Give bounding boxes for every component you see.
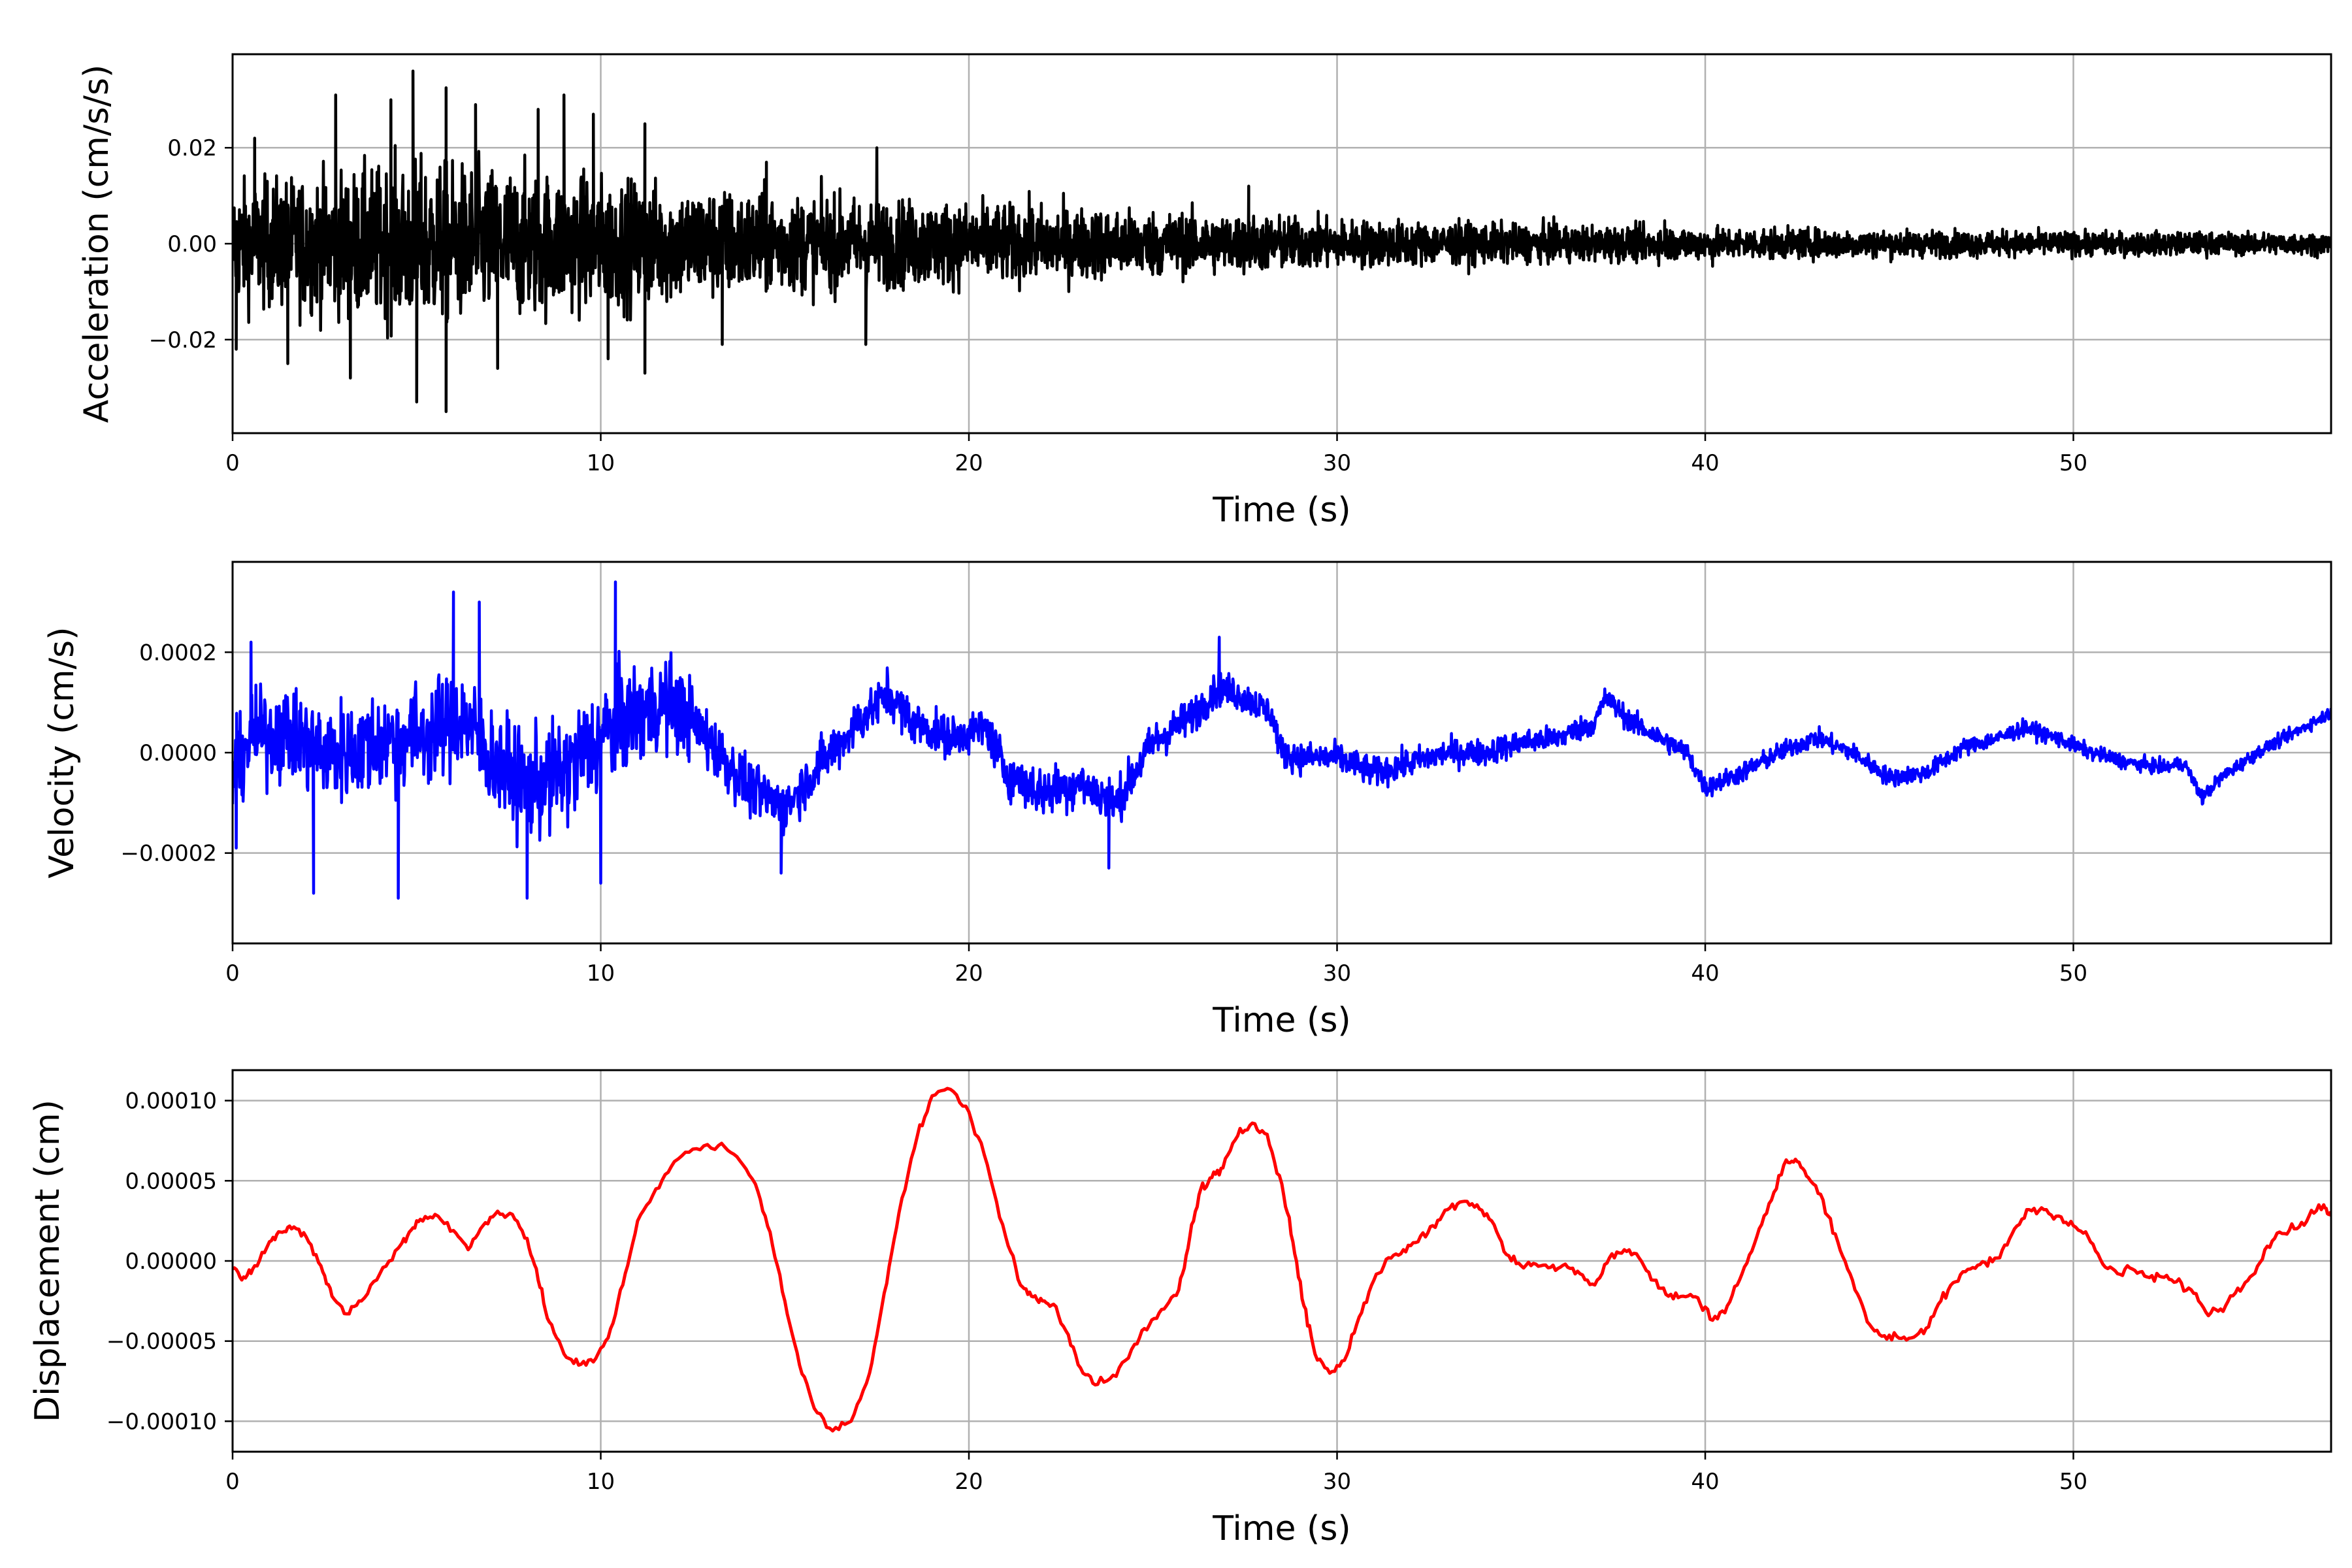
accel-xtick-label-3: 30 bbox=[1323, 450, 1351, 476]
displacement-xtick-label-3: 30 bbox=[1323, 1469, 1351, 1495]
velocity-ytick-label-0: −0.0002 bbox=[121, 841, 217, 867]
accel-ytick-label-0: −0.02 bbox=[149, 327, 217, 353]
displacement-xtick-label-2: 20 bbox=[955, 1469, 983, 1495]
velocity-yaxis-label: Velocity (cm/s) bbox=[42, 627, 82, 879]
accel-series-line bbox=[233, 69, 2331, 414]
velocity-xtick-label-2: 20 bbox=[955, 960, 983, 987]
velocity-xtick-label-4: 40 bbox=[1691, 960, 1719, 987]
velocity-xtick-label-5: 50 bbox=[2059, 960, 2087, 987]
velocity-xaxis-label: Time (s) bbox=[1212, 1001, 1350, 1040]
displacement-ytick-label-1: −0.00005 bbox=[106, 1329, 217, 1355]
displacement-xtick-label-5: 50 bbox=[2059, 1469, 2087, 1495]
velocity-xtick-label-0: 0 bbox=[225, 960, 240, 987]
velocity-xtick-label-3: 30 bbox=[1323, 960, 1351, 987]
velocity-ytick-label-1: 0.0000 bbox=[139, 740, 217, 766]
velocity-ytick-label-2: 0.0002 bbox=[139, 640, 217, 666]
displacement-ytick-label-3: 0.00005 bbox=[125, 1168, 217, 1194]
displacement-xaxis-label: Time (s) bbox=[1212, 1509, 1350, 1548]
displacement-xtick-label-4: 40 bbox=[1691, 1469, 1719, 1495]
acceleration-panel: 0 10 20 30 40 50 −0.02 0.00 0.02 Time (s) Accelera… bbox=[77, 53, 2332, 530]
accel-xtick-label-5: 50 bbox=[2059, 450, 2087, 476]
velocity-xtick-label-1: 10 bbox=[587, 960, 615, 987]
accel-xtick-label-0: 0 bbox=[225, 450, 240, 476]
velocity-panel: 0 10 20 30 40 50 −0.0002 0.0000 0.0002 Time (s) Ve… bbox=[42, 561, 2332, 1040]
accel-xaxis-label: Time (s) bbox=[1212, 491, 1350, 530]
accel-xtick-label-1: 10 bbox=[587, 450, 615, 476]
accel-yaxis-label: Acceleration (cm/s/s) bbox=[77, 65, 116, 423]
displacement-ytick-label-4: 0.00010 bbox=[125, 1088, 217, 1115]
displacement-xtick-label-1: 10 bbox=[587, 1469, 615, 1495]
displacement-yaxis-label: Displacement (cm) bbox=[28, 1100, 67, 1422]
displacement-ytick-label-0: −0.00010 bbox=[106, 1409, 217, 1435]
velocity-series-line bbox=[233, 580, 2331, 900]
displacement-series-line bbox=[233, 1086, 2331, 1433]
accel-ytick-label-2: 0.02 bbox=[167, 135, 217, 161]
displacement-xtick-label-0: 0 bbox=[225, 1469, 240, 1495]
accel-xtick-label-2: 20 bbox=[955, 450, 983, 476]
accel-ytick-label-1: 0.00 bbox=[167, 231, 217, 257]
displacement-ytick-label-2: 0.00000 bbox=[125, 1249, 217, 1275]
displacement-panel: 0 10 20 30 40 50 −0.00010 −0.00005 0.00000 0.0000… bbox=[28, 1069, 2332, 1548]
accel-xtick-label-4: 40 bbox=[1691, 450, 1719, 476]
